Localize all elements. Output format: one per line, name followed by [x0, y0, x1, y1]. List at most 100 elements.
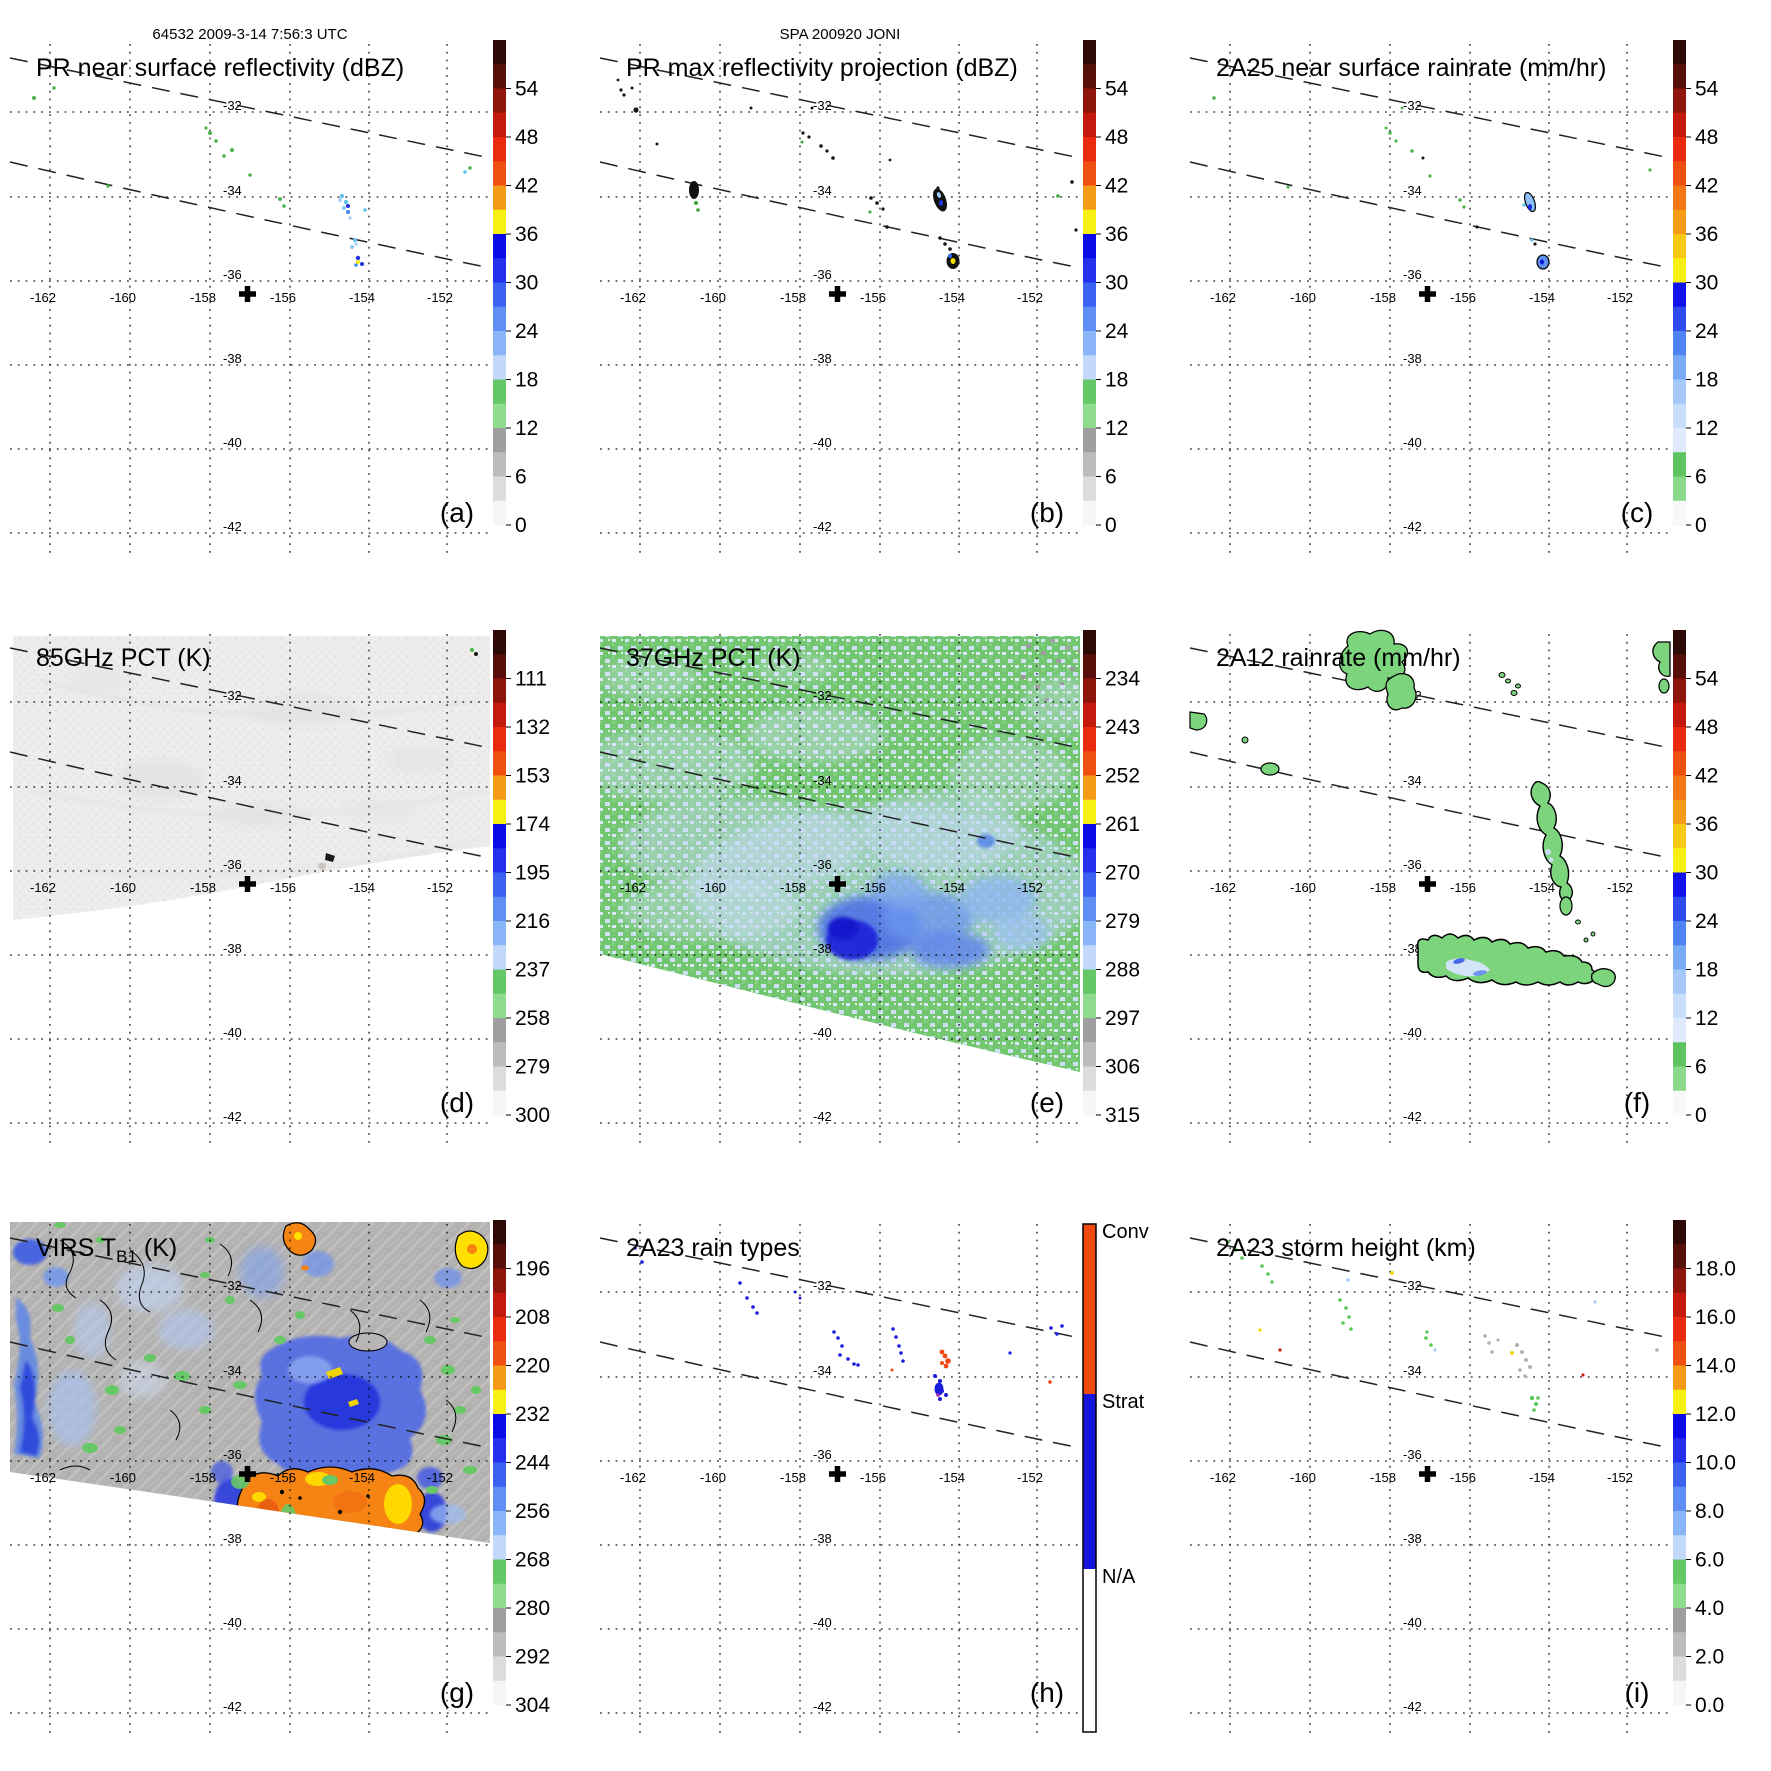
lat-label: -38: [223, 1531, 242, 1546]
map-feature: [129, 1249, 151, 1313]
lat-label: -42: [223, 1699, 242, 1714]
lat-label: -40: [813, 1025, 832, 1040]
storm-center-cross: [239, 286, 256, 302]
map-feature: [441, 1365, 455, 1375]
colorbar-label: 300: [515, 1104, 550, 1127]
lat-label: -32: [223, 688, 242, 703]
map-feature: [336, 878, 342, 884]
colorbar-label: 0: [1105, 514, 1117, 537]
lat-label: -38: [223, 351, 242, 366]
data-pixel: [463, 170, 467, 174]
data-pixel: [630, 86, 634, 90]
map-feature: [424, 1336, 436, 1344]
map-feature: [936, 192, 942, 198]
data-pixel: [1475, 225, 1479, 229]
colorbar-label: 48: [1105, 126, 1128, 149]
map-svg: -32 -34 -36 -38 -40 -42 -162 -160 -158 -156 -154 -1…: [599, 40, 1129, 556]
lon-label: -154: [349, 1470, 375, 1485]
data-pixel: [885, 225, 889, 229]
panel-c: -32 -34 -36 -38 -40 -42 -162 -160 -158 -156 -154 -1…: [1180, 0, 1770, 590]
map-feature: [20, 1360, 40, 1456]
colorbar-segment: [493, 654, 506, 679]
data-pixel: [935, 1385, 939, 1389]
map-feature: [1041, 651, 1046, 655]
map-feature: [1021, 675, 1026, 679]
data-pixel: [940, 1389, 944, 1393]
data-pixel: [738, 1281, 742, 1285]
data-pixel: [1425, 1330, 1429, 1334]
colorbar-segment: [1083, 1018, 1096, 1043]
map-feature: [298, 1496, 302, 1500]
data-pixel: [1530, 238, 1534, 242]
map-feature: [467, 1244, 477, 1254]
colorbar-segment: [1673, 896, 1686, 922]
colorbar-segment: [1673, 702, 1686, 728]
map-feature: [1045, 698, 1049, 701]
panel-letter: (f): [1624, 1087, 1650, 1118]
map-feature: [426, 1486, 438, 1494]
data-pixel: [852, 1362, 856, 1366]
pr-swath-edge-lines: [599, 1237, 1081, 1449]
lon-label: -152: [427, 880, 453, 895]
lon-label: -162: [1210, 1470, 1236, 1485]
colorbar-label: 297: [1105, 1007, 1140, 1030]
lon-label: -160: [700, 1470, 726, 1485]
colorbar-segment: [493, 896, 506, 922]
panel-g: -32 -34 -36 -38 -40 -42 -162 -160 -158 -156 -154 -1…: [0, 1180, 590, 1770]
data-pixel: [106, 184, 110, 188]
map-feature: [950, 258, 956, 264]
colorbar-label: 14.0: [1695, 1355, 1736, 1378]
colorbar-segment: [1673, 824, 1686, 849]
map-feature: [1050, 639, 1055, 643]
map-feature: [212, 801, 308, 829]
data-pixel: [1260, 1264, 1264, 1268]
colorbar-segment: [1673, 1317, 1686, 1342]
colorbar-segment: [1083, 88, 1096, 114]
data-pixel: [943, 1363, 949, 1369]
lon-label: -162: [1210, 880, 1236, 895]
map-feature: [689, 181, 699, 199]
colorbar-segment: [493, 1511, 506, 1536]
map-feature: [219, 1243, 233, 1277]
panel-letter: (h): [1030, 1677, 1064, 1708]
colorbar-segment: [1673, 500, 1686, 526]
panel-title: 85GHz PCT (K): [36, 644, 211, 672]
data-pixel: [1338, 1298, 1342, 1302]
data-pixel: [1278, 1348, 1282, 1352]
colorbar-label: 292: [515, 1646, 550, 1669]
colorbar-label: 6: [1695, 1056, 1707, 1079]
data-pixel: [1581, 1373, 1585, 1377]
map-feature: [344, 1545, 392, 1563]
colorbar-segment: [1083, 727, 1096, 752]
colorbar-segment: [1673, 1486, 1686, 1512]
colorbar-label: 244: [515, 1452, 550, 1475]
colorbar-segment: [493, 1559, 506, 1585]
colorbar-segment: [1083, 751, 1096, 776]
data-pixel: [846, 1357, 850, 1361]
colorbar-segment: [1673, 88, 1686, 114]
colorbar-segment: [1673, 751, 1686, 776]
data-pixel: [825, 149, 829, 153]
colorbar-label: 12.0: [1695, 1403, 1736, 1426]
colorbar-segment: [1083, 1394, 1096, 1569]
colorbar-segment: [1673, 428, 1686, 453]
lat-label: -42: [813, 1109, 832, 1124]
colorbar-label: 36: [1695, 813, 1718, 836]
colorbar-segment: [1673, 1389, 1686, 1415]
data-pixel: [1655, 1348, 1659, 1352]
colorbar-segment: [1673, 403, 1686, 429]
colorbar-label: 42: [1695, 175, 1718, 198]
colorbar: 54 48 42 36 30 24 18 12 6 0: [1673, 40, 1719, 537]
panel-letter: (a): [440, 497, 474, 528]
lat-label: -34: [813, 1363, 832, 1378]
map-feature: [115, 760, 205, 800]
map-feature: [454, 1406, 466, 1414]
lat-label: -42: [813, 1699, 832, 1714]
lat-label: -42: [223, 1109, 242, 1124]
lon-label: -156: [860, 290, 886, 305]
data-pixel: [1008, 1351, 1012, 1355]
colorbar-segment: [1673, 306, 1686, 332]
colorbar-label: 12: [1695, 417, 1718, 440]
map-feature: [910, 932, 990, 968]
map-feature: [318, 862, 326, 870]
